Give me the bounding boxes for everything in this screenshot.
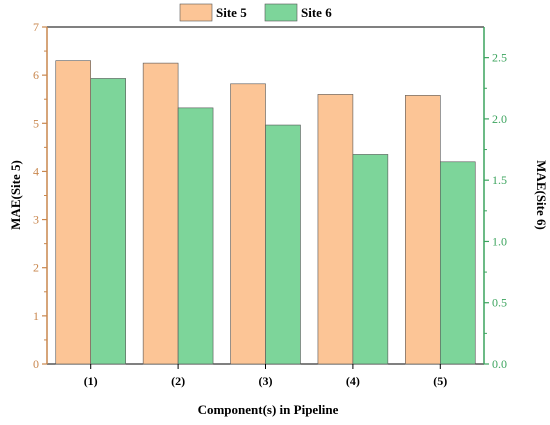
x-tick-label: (4) [346,374,360,388]
right-tick-label: 1.5 [492,173,507,187]
bar-site-6-2 [177,107,214,365]
x-tick-label: (2) [171,374,185,388]
bar-site-6-1 [90,78,126,365]
left-tick-label: 7 [33,20,39,34]
right-tick-label: 0.5 [492,296,507,310]
x-axis: (1) (2) (3) (4) (5) [84,364,447,388]
bar-site-5-4 [317,94,354,365]
bar-site-6-3 [265,124,301,365]
right-tick-label: 0.0 [492,357,507,371]
legend-swatch-site-5 [179,3,213,22]
right-y-axis-label: MAE(Site 6) [534,160,549,230]
legend: Site 5 Site 6 [179,3,332,22]
legend-swatch-site-6 [264,3,298,22]
left-tick-label: 1 [33,309,39,323]
bar-site-5-1 [55,60,92,365]
bar-site-5-2 [142,62,179,365]
x-tick-label: (1) [84,374,98,388]
left-tick-label: 0 [33,357,39,371]
left-tick-label: 6 [33,68,39,82]
left-tick-label: 5 [33,116,39,130]
x-tick-label: (3) [259,374,273,388]
right-tick-label: 2.0 [492,112,507,126]
x-tick-label: (5) [433,374,447,388]
bar-site-5-3 [230,83,266,365]
left-tick-label: 4 [33,164,39,178]
bar-site-5-5 [405,95,441,365]
bars-group [55,60,476,365]
right-tick-label: 1.0 [492,234,507,248]
right-y-axis: 0.0 0.5 1.0 1.5 2.0 2.5 [483,27,507,371]
left-y-axis: 0 1 2 3 4 5 6 7 [33,20,48,371]
x-axis-label: Component(s) in Pipeline [198,402,339,417]
right-tick-label: 2.5 [492,51,507,65]
left-tick-label: 2 [33,261,39,275]
left-tick-label: 3 [33,213,39,227]
bar-site-6-5 [439,161,476,365]
legend-label-site-6: Site 6 [301,5,332,20]
left-y-axis-label: MAE(Site 5) [8,160,23,230]
legend-label-site-5: Site 5 [216,5,247,20]
bar-site-6-4 [352,154,389,365]
